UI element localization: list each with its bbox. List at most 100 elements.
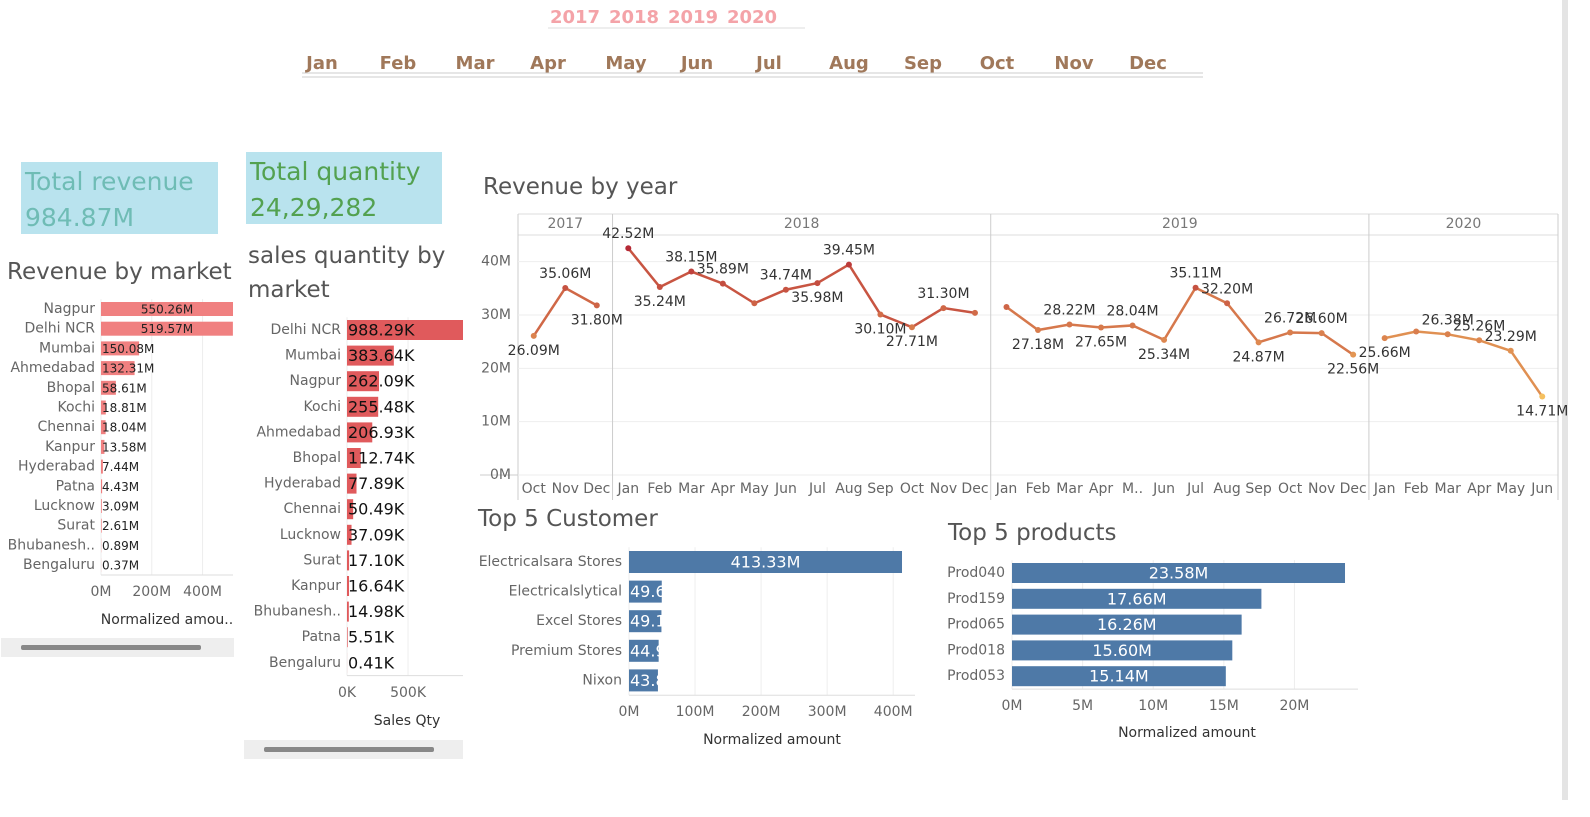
month-filter[interactable]: Oct bbox=[980, 53, 1015, 74]
panel-header: 2018 bbox=[784, 216, 820, 232]
year-filter[interactable]: 2018 bbox=[609, 7, 659, 28]
data-label: 24.87M bbox=[1233, 349, 1285, 365]
x-tick-label: Jan bbox=[995, 481, 1018, 497]
y-tick-label: Ahmedabad bbox=[256, 424, 341, 440]
year-filter[interactable]: 2019 bbox=[668, 7, 718, 28]
point bbox=[1066, 321, 1073, 328]
y-tick-label: 20M bbox=[481, 360, 511, 376]
x-tick-label: Sep bbox=[867, 481, 894, 497]
x-tick-label: Aug bbox=[1213, 481, 1240, 497]
kpi-label: Total revenue bbox=[25, 167, 194, 196]
month-filter[interactable]: Dec bbox=[1129, 53, 1167, 74]
point bbox=[971, 309, 978, 316]
bar bbox=[101, 439, 105, 454]
chart-title: Top 5 Customer bbox=[478, 506, 658, 532]
scrollbar[interactable] bbox=[1562, 0, 1568, 800]
year-filter[interactable]: 2017 bbox=[550, 7, 600, 28]
month-filter[interactable]: Mar bbox=[456, 53, 495, 74]
x-tick-label: Nov bbox=[930, 481, 957, 497]
month-filter[interactable]: Jun bbox=[679, 53, 713, 74]
bar bbox=[347, 473, 357, 494]
x-tick-label: Mar bbox=[678, 481, 705, 497]
y-tick-label: Nixon bbox=[582, 672, 622, 688]
bar bbox=[629, 639, 659, 662]
point bbox=[1318, 330, 1325, 337]
data-label: 22.56M bbox=[1327, 362, 1379, 378]
panel-header: 2017 bbox=[547, 216, 583, 232]
data-label: 16.64K bbox=[348, 577, 405, 596]
bar bbox=[101, 459, 103, 474]
point bbox=[625, 245, 632, 252]
y-tick-label: Bhopal bbox=[293, 450, 341, 466]
x-tick-label: 0M bbox=[1002, 698, 1023, 714]
x-tick-label: 200M bbox=[742, 704, 781, 720]
data-label: 14.98K bbox=[348, 602, 405, 621]
scrollbar-thumb[interactable] bbox=[264, 747, 434, 752]
point bbox=[562, 285, 569, 292]
month-filter[interactable]: Jan bbox=[304, 53, 338, 74]
point bbox=[1507, 347, 1514, 354]
data-label: 77.89K bbox=[348, 474, 405, 493]
data-label: 39.45M bbox=[823, 243, 875, 259]
data-label: 3.09M bbox=[102, 500, 139, 514]
month-filter[interactable]: May bbox=[605, 53, 647, 74]
x-tick-label: Oct bbox=[1278, 481, 1303, 497]
data-label: 42.52M bbox=[602, 226, 654, 242]
point bbox=[1098, 324, 1105, 331]
data-label: 49.6 bbox=[630, 582, 666, 601]
y-tick-label: Kanpur bbox=[45, 439, 95, 455]
y-tick-label: Chennai bbox=[284, 501, 341, 517]
y-tick-label: Premium Stores bbox=[511, 643, 622, 659]
bar bbox=[347, 627, 348, 648]
line bbox=[1384, 330, 1544, 398]
y-tick-label: Mumbai bbox=[39, 340, 95, 356]
month-filter[interactable]: Nov bbox=[1054, 53, 1093, 74]
x-tick-label: Jun bbox=[1152, 481, 1175, 497]
month-filter[interactable]: Feb bbox=[380, 53, 417, 74]
x-tick-label: Jul bbox=[808, 481, 826, 497]
x-tick-label: 400M bbox=[183, 584, 222, 600]
data-label: 49.1 bbox=[630, 612, 666, 631]
data-label: 37.09K bbox=[348, 525, 405, 544]
month-filter[interactable]: Apr bbox=[530, 53, 566, 74]
x-tick-label: Apr bbox=[1089, 481, 1113, 497]
chart-title: sales quantity by market bbox=[248, 243, 446, 303]
bar bbox=[347, 524, 352, 545]
data-label: 58.61M bbox=[102, 381, 147, 395]
data-label: 383.64K bbox=[348, 346, 415, 365]
data-label: 34.74M bbox=[760, 268, 812, 284]
scrollbar-thumb[interactable] bbox=[21, 645, 201, 650]
month-filter[interactable]: Sep bbox=[904, 53, 942, 74]
x-tick-label: May bbox=[740, 481, 769, 497]
bar bbox=[629, 580, 662, 603]
y-tick-label: Surat bbox=[57, 518, 95, 534]
axis-title: Normalized amou.. bbox=[101, 612, 233, 628]
data-label: 13.58M bbox=[102, 440, 147, 454]
x-tick-label: Feb bbox=[1026, 481, 1051, 497]
point bbox=[814, 280, 821, 287]
data-label: 262.09K bbox=[348, 372, 415, 391]
bar bbox=[347, 499, 354, 520]
x-tick-label: May bbox=[1496, 481, 1525, 497]
data-label: 17.66M bbox=[1107, 589, 1167, 608]
point bbox=[593, 302, 600, 309]
bar bbox=[347, 320, 463, 340]
point bbox=[1035, 327, 1041, 334]
data-label: 7.44M bbox=[102, 460, 139, 474]
point bbox=[877, 311, 884, 318]
month-filter[interactable]: Aug bbox=[829, 53, 869, 74]
point bbox=[1476, 337, 1483, 344]
chart-title: Top 5 products bbox=[948, 520, 1117, 546]
data-label: 35.11M bbox=[1169, 266, 1221, 282]
y-tick-label: Patna bbox=[302, 629, 341, 645]
x-tick-label: Mar bbox=[1434, 481, 1461, 497]
data-label: 132.31M bbox=[102, 362, 154, 376]
y-tick-label: 40M bbox=[481, 254, 511, 270]
point bbox=[1350, 351, 1357, 358]
y-tick-label: Excel Stores bbox=[536, 613, 622, 629]
x-tick-label: Apr bbox=[711, 481, 735, 497]
month-filter[interactable]: Jul bbox=[754, 53, 782, 74]
year-filter[interactable]: 2020 bbox=[727, 7, 777, 28]
data-label: 0.89M bbox=[102, 539, 139, 553]
data-label: 17.10K bbox=[348, 551, 405, 570]
